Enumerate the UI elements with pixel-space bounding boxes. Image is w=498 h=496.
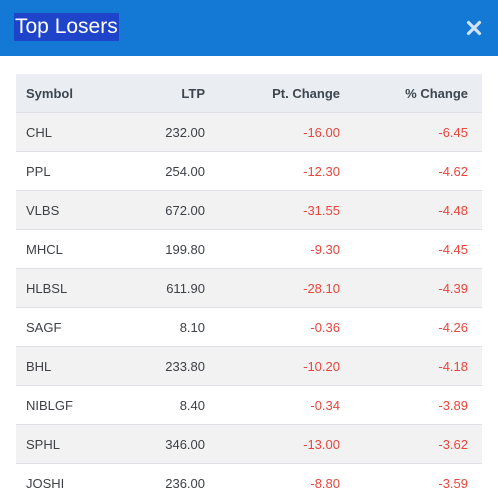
cell-ltp: 233.80 [165, 358, 205, 374]
cell-symbol: CHL [26, 124, 53, 140]
column-header-symbol[interactable]: Symbol [26, 85, 73, 101]
table-row[interactable]: SPHL 346.00 -13.00 -3.62 [16, 425, 482, 464]
cell-pt-change: -16.00 [303, 124, 340, 140]
cell-pt-change: -13.00 [303, 436, 340, 452]
table-row[interactable]: MHCL 199.80 -9.30 -4.45 [16, 230, 482, 269]
cell-symbol: SPHL [26, 436, 60, 452]
table-row[interactable]: JOSHI 236.00 -8.80 -3.59 [16, 464, 482, 496]
cell-pct-change: -3.62 [438, 436, 468, 452]
cell-pt-change: -0.36 [310, 319, 340, 335]
cell-pct-change: -3.59 [438, 475, 468, 491]
cell-symbol: NIBLGF [26, 397, 73, 413]
cell-ltp: 8.40 [179, 397, 205, 413]
cell-pct-change: -6.45 [438, 124, 468, 140]
cell-ltp: 232.00 [165, 124, 205, 140]
modal-header: Top Losers [0, 0, 498, 56]
cell-pct-change: -4.48 [438, 202, 468, 218]
modal-title: Top Losers [14, 13, 119, 41]
cell-symbol: VLBS [26, 202, 60, 218]
cell-pct-change: -4.18 [438, 358, 468, 374]
column-header-pct-change[interactable]: % Change [405, 85, 468, 101]
cell-symbol: MHCL [26, 241, 63, 257]
close-button[interactable] [462, 16, 486, 40]
cell-symbol: HLBSL [26, 280, 68, 296]
table-row[interactable]: NIBLGF 8.40 -0.34 -3.89 [16, 386, 482, 425]
cell-ltp: 254.00 [165, 163, 205, 179]
column-header-pt-change[interactable]: Pt. Change [272, 85, 340, 101]
cell-ltp: 672.00 [165, 202, 205, 218]
column-header-ltp[interactable]: LTP [181, 85, 205, 101]
cell-ltp: 8.10 [179, 319, 205, 335]
cell-pt-change: -8.80 [310, 475, 340, 491]
cell-pct-change: -3.89 [438, 397, 468, 413]
cell-pt-change: -28.10 [303, 280, 340, 296]
table-row[interactable]: SAGF 8.10 -0.36 -4.26 [16, 308, 482, 347]
cell-pct-change: -4.39 [438, 280, 468, 296]
table-row[interactable]: CHL 232.00 -16.00 -6.45 [16, 113, 482, 152]
table-header: Symbol LTP Pt. Change % Change [16, 74, 482, 113]
table-row[interactable]: PPL 254.00 -12.30 -4.62 [16, 152, 482, 191]
cell-symbol: PPL [26, 163, 51, 179]
cell-ltp: 611.90 [166, 280, 205, 296]
cell-pt-change: -10.20 [303, 358, 340, 374]
cell-ltp: 346.00 [165, 436, 205, 452]
close-icon [466, 20, 482, 36]
cell-ltp: 199.80 [165, 241, 205, 257]
cell-pct-change: -4.26 [438, 319, 468, 335]
cell-symbol: SAGF [26, 319, 62, 335]
cell-pt-change: -0.34 [310, 397, 340, 413]
cell-ltp: 236.00 [165, 475, 205, 491]
cell-symbol: JOSHI [26, 475, 65, 491]
cell-pct-change: -4.62 [438, 163, 468, 179]
table-row[interactable]: HLBSL 611.90 -28.10 -4.39 [16, 269, 482, 308]
cell-symbol: BHL [26, 358, 52, 374]
cell-pt-change: -9.30 [310, 241, 340, 257]
cell-pt-change: -12.30 [303, 163, 340, 179]
cell-pct-change: -4.45 [438, 241, 468, 257]
losers-table: Symbol LTP Pt. Change % Change CHL 232.00… [16, 74, 482, 496]
table-row[interactable]: VLBS 672.00 -31.55 -4.48 [16, 191, 482, 230]
table-body: CHL 232.00 -16.00 -6.45 PPL 254.00 -12.30 -4.62… [16, 113, 482, 496]
table-row[interactable]: BHL 233.80 -10.20 -4.18 [16, 347, 482, 386]
cell-pt-change: -31.55 [303, 202, 340, 218]
